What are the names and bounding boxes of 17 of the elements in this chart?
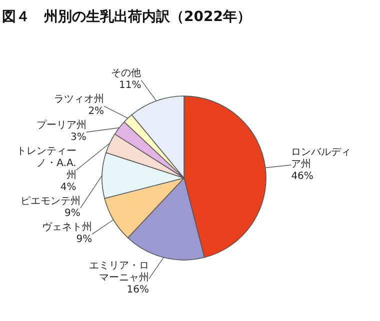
data-label: 2% (88, 106, 104, 118)
slice-label: トレンティーノ・A.A.州 (16, 146, 76, 182)
data-label: 16% (126, 284, 149, 296)
slice-label: ラツィオ州 (54, 93, 104, 106)
data-label: 4% (60, 182, 76, 194)
chart-title: 図４ 州別の生乳出荷内訳（2022年） (2, 9, 251, 25)
data-label: 11% (119, 80, 142, 92)
slice-label: エミリア・ロマーニャ州 (89, 260, 149, 284)
data-label: 3% (70, 132, 86, 144)
slice-label: プーリア州 (36, 119, 86, 132)
data-label: 46% (291, 170, 314, 182)
slice-label: ピエモンテ州 (20, 195, 80, 208)
slice-label: ヴェネト州 (42, 221, 92, 234)
data-label: 9% (76, 234, 92, 246)
data-label: 9% (64, 208, 80, 220)
slice-label: ロンバルディア州 (291, 146, 352, 170)
slice-label: その他 (111, 67, 142, 80)
